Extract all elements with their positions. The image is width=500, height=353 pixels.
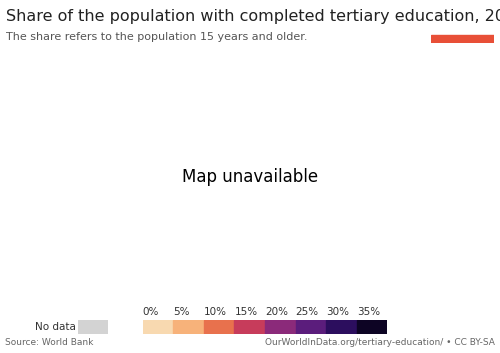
Text: Source: World Bank: Source: World Bank	[5, 338, 94, 347]
Bar	[357, 320, 388, 334]
Text: Our World: Our World	[442, 15, 483, 21]
Text: 25%: 25%	[296, 307, 319, 317]
Text: in Data: in Data	[448, 24, 477, 30]
Bar	[234, 320, 265, 334]
Text: 20%: 20%	[265, 307, 288, 317]
Text: 5%: 5%	[173, 307, 190, 317]
Text: OurWorldInData.org/tertiary-education/ • CC BY-SA: OurWorldInData.org/tertiary-education/ •…	[265, 338, 495, 347]
Text: Map unavailable: Map unavailable	[182, 168, 318, 185]
Bar	[431, 35, 494, 43]
Text: 10%: 10%	[204, 307, 227, 317]
Bar	[326, 320, 357, 334]
Text: 15%: 15%	[234, 307, 258, 317]
Text: 35%: 35%	[357, 307, 380, 317]
Bar	[142, 320, 173, 334]
Text: 0%: 0%	[142, 307, 159, 317]
Bar	[173, 320, 204, 334]
Text: Share of the population with completed tertiary education, 2010: Share of the population with completed t…	[6, 9, 500, 24]
Text: 30%: 30%	[326, 307, 349, 317]
Bar	[204, 320, 234, 334]
Bar	[265, 320, 296, 334]
Text: No data: No data	[35, 322, 76, 332]
Bar	[296, 320, 326, 334]
Text: The share refers to the population 15 years and older.: The share refers to the population 15 ye…	[6, 32, 308, 42]
